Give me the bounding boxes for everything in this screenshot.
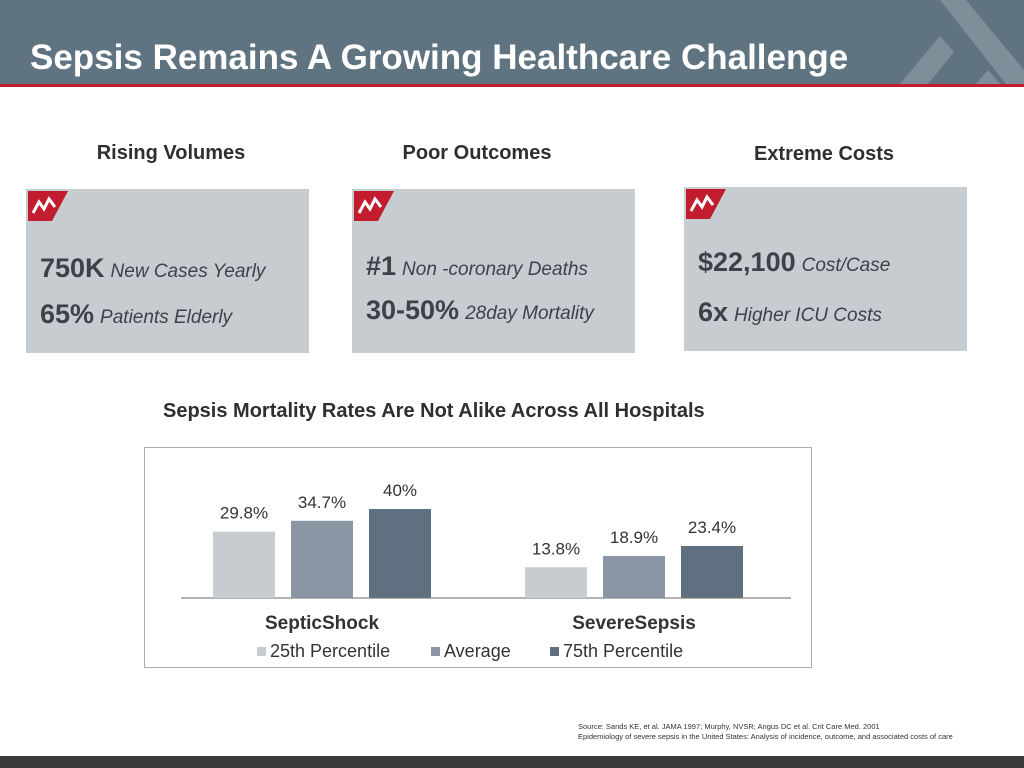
- stat-value: 65%: [40, 299, 95, 329]
- stat-label: Patients Elderly: [100, 307, 233, 328]
- stat-value: 6x: [698, 297, 729, 327]
- data-label: 29.8%: [220, 504, 268, 523]
- data-label: 34.7%: [298, 493, 346, 512]
- slide-title: Sepsis Remains A Growing Healthcare Chal…: [30, 38, 849, 77]
- bar: [603, 555, 665, 598]
- stat-box-rising-volumes: 750K New Cases Yearly 65% Patients Elderly: [26, 189, 309, 353]
- stat-label: Non -coronary Deaths: [402, 259, 588, 280]
- legend-label: 75th Percentile: [563, 641, 683, 661]
- bar: [291, 520, 353, 598]
- stat-value: #1: [366, 251, 397, 281]
- stat-label: Higher ICU Costs: [734, 305, 882, 326]
- trend-flag-icon: [28, 191, 68, 221]
- bar: [525, 567, 587, 598]
- stat-label: Cost/Case: [801, 255, 891, 276]
- stat-value: 750K: [40, 253, 105, 283]
- bar-chart: 29.8% 34.7% 40% SepticShock 13.8% 18.9% 23.4% S…: [181, 481, 791, 661]
- chart-title: Sepsis Mortality Rates Are Not Alike Acr…: [163, 400, 705, 422]
- stat-box-poor-outcomes: #1 Non -coronary Deaths 30-50% 28day Morta…: [352, 189, 635, 353]
- category-label: SepticShock: [265, 613, 379, 634]
- legend-label: 25th Percentile: [270, 641, 390, 661]
- stat-row: 30-50% 28day Mortality: [366, 295, 594, 326]
- heading-poor-outcomes: Poor Outcomes: [402, 142, 552, 164]
- stat-row: 6x Higher ICU Costs: [698, 297, 882, 328]
- trend-flag-icon: [686, 189, 726, 219]
- stat-box-extreme-costs: $22,100 Cost/Case 6x Higher ICU Costs: [684, 187, 967, 351]
- logo-mark-icon: [900, 0, 1024, 84]
- legend-swatch: [431, 647, 440, 656]
- legend-swatch: [257, 647, 266, 656]
- legend-label: Average: [444, 641, 511, 661]
- data-label: 18.9%: [610, 528, 658, 547]
- footer-bar: [0, 756, 1024, 768]
- data-label: 23.4%: [688, 518, 736, 537]
- title-bar: Sepsis Remains A Growing Healthcare Chal…: [0, 0, 1024, 84]
- bar: [681, 545, 743, 598]
- bar: [369, 509, 431, 598]
- source-line: Source: Sands KE, et al. JAMA 1997; Murp…: [578, 722, 880, 731]
- stat-row: 65% Patients Elderly: [40, 299, 232, 330]
- stat-value: $22,100: [698, 247, 796, 277]
- stat-row: 750K New Cases Yearly: [40, 253, 265, 284]
- data-label: 13.8%: [532, 539, 580, 558]
- heading-extreme-costs: Extreme Costs: [753, 143, 895, 165]
- stat-label: 28day Mortality: [465, 303, 594, 324]
- title-divider: [0, 84, 1024, 87]
- category-label: SevereSepsis: [572, 613, 696, 634]
- stat-row: #1 Non -coronary Deaths: [366, 251, 588, 282]
- data-label: 40%: [383, 481, 417, 500]
- source-line: Epidemiology of severe sepsis in the Uni…: [578, 732, 953, 741]
- legend-swatch: [550, 647, 559, 656]
- stat-value: 30-50%: [366, 295, 460, 325]
- bar: [213, 531, 275, 598]
- stat-row: $22,100 Cost/Case: [698, 247, 890, 278]
- stat-label: New Cases Yearly: [110, 261, 266, 282]
- chart-frame: 29.8% 34.7% 40% SepticShock 13.8% 18.9% 23.4% S…: [144, 447, 812, 668]
- trend-flag-icon: [354, 191, 394, 221]
- heading-rising-volumes: Rising Volumes: [96, 142, 246, 164]
- source-citation: Source: Sands KE, et al. JAMA 1997; Murp…: [578, 722, 953, 742]
